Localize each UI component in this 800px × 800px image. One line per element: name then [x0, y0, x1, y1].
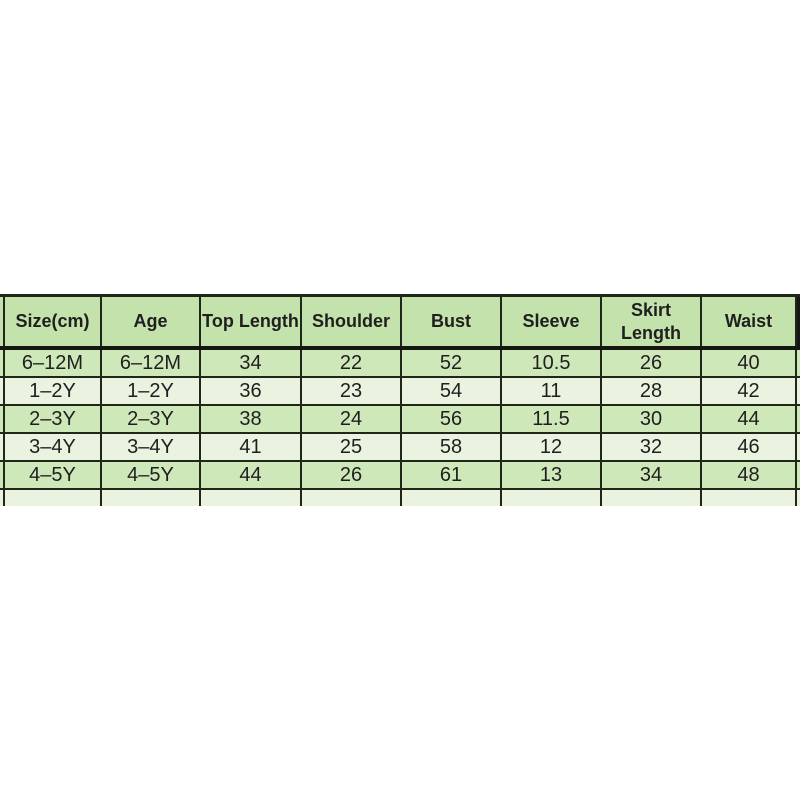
col-header-age: Age: [100, 294, 201, 350]
col-header-shoulder: Shoulder: [300, 294, 402, 350]
cell-age: 1–2Y: [100, 376, 201, 406]
cell-size: 2–3Y: [3, 404, 102, 434]
header-row: Size(cm) Age Top Length Shoulder Bust Sl…: [0, 294, 800, 350]
cell-skirt-length: 30: [600, 404, 702, 434]
table-row-4-5y: 4–5Y 4–5Y 44 26 61 13 34 48: [0, 460, 800, 490]
empty-cell: [700, 488, 797, 506]
col-header-waist: Waist: [700, 294, 797, 350]
cell-sleeve: 13: [500, 460, 602, 490]
table-row-2-3y: 2–3Y 2–3Y 38 24 56 11.5 30 44: [0, 404, 800, 434]
cell-size: 4–5Y: [3, 460, 102, 490]
cell-sleeve: 10.5: [500, 347, 602, 378]
table-row-partial-empty: [0, 488, 800, 506]
cell-shoulder: 24: [300, 404, 402, 434]
cell-skirt-length: 34: [600, 460, 702, 490]
size-chart-table-container: Size(cm) Age Top Length Shoulder Bust Sl…: [0, 294, 800, 506]
cell-top-length: 34: [199, 347, 302, 378]
cropped-cell: [0, 432, 5, 462]
empty-cell: [3, 488, 102, 506]
cell-skirt-length: 28: [600, 376, 702, 406]
col-header-skirt-length: Skirt Length: [600, 294, 702, 350]
col-header-top-length: Top Length: [199, 294, 302, 350]
cropped-cell: [0, 347, 5, 378]
cell-bust: 54: [400, 376, 502, 406]
cropped-cell: [795, 460, 800, 490]
cell-shoulder: 22: [300, 347, 402, 378]
cell-sleeve: 11: [500, 376, 602, 406]
cropped-cell: [795, 404, 800, 434]
empty-cell: [400, 488, 502, 506]
cell-age: 4–5Y: [100, 460, 201, 490]
cell-bust: 56: [400, 404, 502, 434]
cropped-cell: [795, 488, 800, 506]
cell-shoulder: 25: [300, 432, 402, 462]
cell-age: 2–3Y: [100, 404, 201, 434]
cell-waist: 40: [700, 347, 797, 378]
cell-bust: 52: [400, 347, 502, 378]
table-row-3-4y: 3–4Y 3–4Y 41 25 58 12 32 46: [0, 432, 800, 462]
cropped-cell: [0, 404, 5, 434]
cell-skirt-length: 26: [600, 347, 702, 378]
cell-waist: 44: [700, 404, 797, 434]
cropped-cell: [795, 376, 800, 406]
cell-sleeve: 11.5: [500, 404, 602, 434]
cell-shoulder: 26: [300, 460, 402, 490]
cropped-cell: [0, 460, 5, 490]
empty-cell: [500, 488, 602, 506]
cell-top-length: 36: [199, 376, 302, 406]
cropped-right-header-cell: [795, 294, 800, 350]
empty-cell: [600, 488, 702, 506]
cropped-cell: [795, 347, 800, 378]
cell-waist: 42: [700, 376, 797, 406]
cropped-cell: [0, 376, 5, 406]
cell-size: 1–2Y: [3, 376, 102, 406]
col-header-sleeve: Sleeve: [500, 294, 602, 350]
col-header-size: Size(cm): [3, 294, 102, 350]
empty-cell: [100, 488, 201, 506]
cell-top-length: 41: [199, 432, 302, 462]
cell-age: 3–4Y: [100, 432, 201, 462]
table-row-1-2y: 1–2Y 1–2Y 36 23 54 11 28 42: [0, 376, 800, 406]
cell-top-length: 38: [199, 404, 302, 434]
cell-top-length: 44: [199, 460, 302, 490]
cell-size: 3–4Y: [3, 432, 102, 462]
cell-bust: 58: [400, 432, 502, 462]
cell-skirt-length: 32: [600, 432, 702, 462]
table-row-6-12m: 6–12M 6–12M 34 22 52 10.5 26 40: [0, 347, 800, 378]
cell-sleeve: 12: [500, 432, 602, 462]
col-header-bust: Bust: [400, 294, 502, 350]
size-chart-table: Size(cm) Age Top Length Shoulder Bust Sl…: [0, 294, 800, 506]
cell-waist: 46: [700, 432, 797, 462]
cropped-left-header-cell: [0, 294, 5, 350]
cell-size: 6–12M: [3, 347, 102, 378]
cell-age: 6–12M: [100, 347, 201, 378]
empty-cell: [300, 488, 402, 506]
cropped-cell: [795, 432, 800, 462]
empty-cell: [199, 488, 302, 506]
cell-bust: 61: [400, 460, 502, 490]
cell-shoulder: 23: [300, 376, 402, 406]
cell-waist: 48: [700, 460, 797, 490]
cropped-cell: [0, 488, 5, 506]
